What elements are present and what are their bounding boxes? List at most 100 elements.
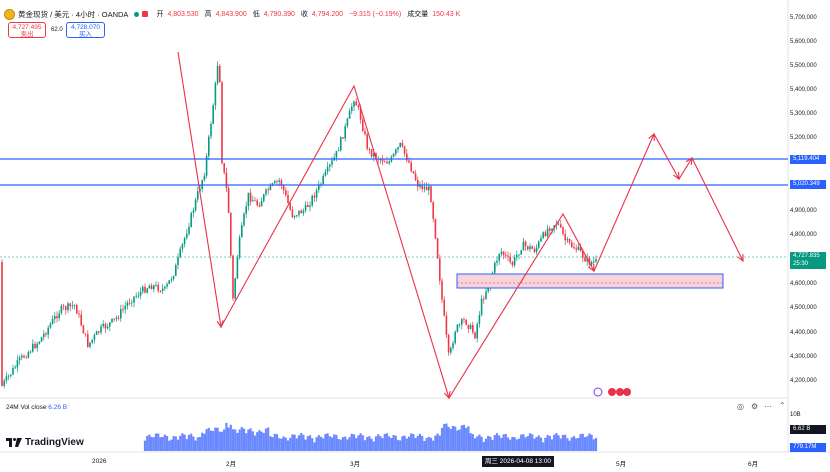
candle-body — [157, 284, 159, 291]
candle-body — [67, 303, 69, 310]
candle-body — [113, 318, 115, 320]
candle-body — [192, 210, 195, 213]
candle-body — [425, 186, 428, 191]
volume-bar — [544, 437, 547, 451]
high-value: 4,843.900 — [215, 10, 247, 18]
volume-bar — [159, 437, 162, 451]
candle-body — [511, 261, 514, 266]
buy-button[interactable]: 4,728.070 买入 — [66, 22, 105, 38]
volume-bar — [249, 428, 252, 451]
volume-bar — [181, 433, 184, 451]
volume-bar — [258, 430, 261, 451]
candle-body — [505, 255, 507, 256]
candle-body — [293, 215, 296, 218]
candle-body — [230, 212, 232, 256]
volume-bar — [300, 433, 303, 451]
candle-body — [131, 302, 133, 304]
flag-icon[interactable] — [142, 11, 149, 17]
candle-body — [164, 286, 166, 289]
candle-body — [144, 286, 146, 293]
candle-body — [267, 189, 269, 191]
volume-bar — [491, 439, 494, 451]
arrow-head — [685, 156, 693, 166]
settings-icon[interactable]: ⚙ — [751, 402, 759, 411]
candle-body — [302, 210, 305, 214]
candle-body — [36, 343, 38, 349]
price-tick-label: 5,300,000 — [790, 111, 817, 117]
candle-body — [120, 309, 122, 319]
candle-body — [335, 150, 338, 158]
candle-body — [337, 150, 340, 152]
level-tag-lower: 5,020.349 — [790, 180, 826, 189]
volume-bar — [346, 439, 349, 451]
candle-body — [447, 334, 450, 353]
volume-bar — [152, 437, 155, 451]
volume-bar — [194, 440, 197, 451]
candle-body — [518, 254, 520, 256]
event-flag-icon — [616, 388, 624, 396]
low-value: 4,790.390 — [263, 10, 295, 18]
candle-body — [249, 192, 252, 202]
candle-body — [419, 184, 421, 187]
candle-body — [278, 180, 280, 182]
candle-body — [381, 159, 384, 162]
sell-button[interactable]: 4,727.495 卖出 — [8, 22, 46, 38]
candle-body — [346, 118, 349, 126]
volume-value: 150.43 K — [432, 10, 461, 18]
candle-body — [342, 137, 344, 139]
volume-bar — [425, 438, 428, 451]
candle-body — [177, 257, 179, 266]
tradingview-logo[interactable]: TradingView — [6, 437, 84, 448]
candle-body — [595, 259, 597, 262]
candle-body — [575, 248, 577, 250]
volume-bar — [282, 436, 285, 451]
volume-bar — [328, 436, 331, 451]
volume-axis-top: 10B — [790, 412, 801, 418]
candle-body — [78, 313, 80, 315]
demand-zone — [456, 273, 724, 289]
volume-bar — [225, 422, 228, 451]
candle-body — [21, 355, 23, 358]
volume-bar — [533, 438, 536, 451]
candle-body — [241, 225, 243, 238]
candle-body — [584, 257, 586, 262]
candle-body — [254, 200, 256, 202]
candle-body — [170, 279, 173, 281]
candle-body — [45, 333, 47, 335]
candle-body — [111, 318, 113, 323]
candle-body — [476, 324, 478, 339]
volume-bar — [467, 426, 470, 451]
candle-body — [84, 333, 87, 335]
eye-icon[interactable]: ◎ — [737, 402, 744, 411]
candle-body — [430, 186, 432, 203]
candle-body — [436, 238, 439, 259]
arrow-head — [672, 171, 680, 181]
more-icon[interactable]: ⋯ — [764, 402, 772, 411]
volume-bar — [359, 433, 362, 451]
volume-bar — [399, 440, 402, 451]
candle-body — [179, 248, 181, 258]
candle-body — [291, 209, 294, 218]
candle-body — [582, 251, 584, 258]
volume-bar — [476, 436, 479, 451]
candle-body — [406, 153, 408, 161]
symbol-title[interactable]: 黄金现货 / 美元 · 4小时 · OANDA — [18, 9, 129, 19]
candle-body — [359, 107, 362, 120]
candle-body — [289, 203, 291, 210]
volume-bar — [377, 434, 380, 451]
candle-body — [29, 351, 32, 353]
volume-bar — [240, 427, 243, 451]
collapse-icon[interactable]: ⌃ — [779, 401, 786, 410]
candle-body — [364, 130, 366, 135]
volume-bar — [363, 440, 367, 451]
volume-bar — [196, 437, 199, 451]
candle-body — [135, 295, 137, 297]
sell-label: 卖出 — [20, 31, 34, 38]
candle-body — [527, 246, 529, 250]
candle-body — [214, 83, 217, 106]
candle-body — [34, 343, 36, 349]
candle-body — [139, 291, 142, 296]
candle-body — [307, 205, 309, 207]
